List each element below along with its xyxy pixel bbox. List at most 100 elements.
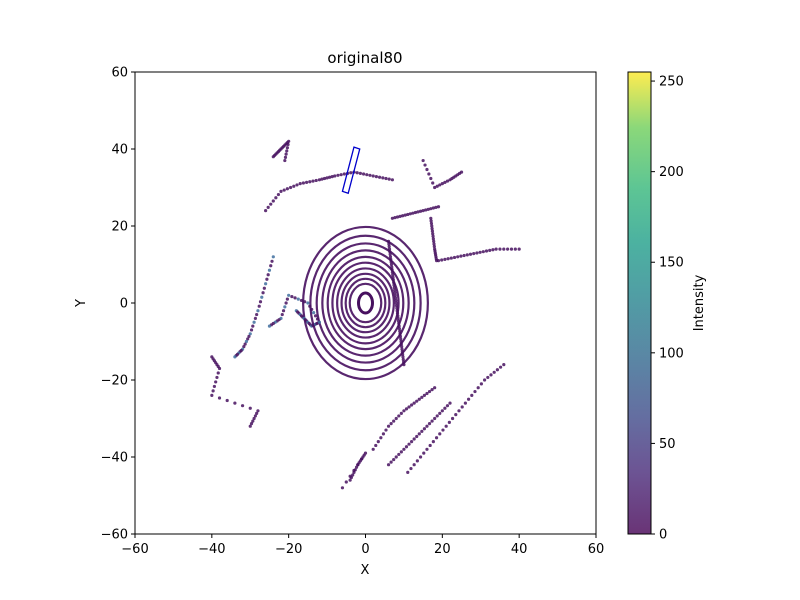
lidar-point — [348, 474, 352, 478]
bounding-box — [341, 146, 361, 195]
lidar-point — [269, 202, 273, 206]
x-tick-label: 60 — [588, 542, 605, 557]
lidar-point — [436, 205, 441, 209]
lidar-point — [443, 257, 447, 261]
lidar-point — [479, 382, 483, 386]
lidar-point — [387, 247, 392, 251]
lidar-point — [371, 447, 375, 451]
lidar-point — [390, 265, 394, 269]
colorbar-gradient — [628, 72, 651, 534]
lidar-point — [435, 414, 439, 418]
lidar-point — [251, 324, 255, 328]
lidar-point — [363, 451, 368, 455]
scan-ring — [344, 277, 387, 329]
lidar-point — [423, 163, 427, 167]
lidar-point — [492, 370, 496, 374]
colorbar: 0 50 100 150 200 250 Intensity — [627, 71, 707, 543]
lidar-point — [266, 273, 270, 277]
lidar-point — [433, 386, 437, 390]
lidar-point — [240, 404, 245, 408]
lidar-point — [252, 320, 256, 324]
colorbar-tick-label: 150 — [659, 256, 684, 271]
lidar-point — [290, 294, 294, 299]
lidar-point — [398, 329, 402, 333]
lidar-point — [393, 291, 397, 295]
lidar-point — [281, 309, 286, 313]
lidar-point — [498, 365, 503, 369]
lidar-point — [433, 416, 437, 421]
lidar-point — [325, 176, 329, 180]
y-tick-label: 20 — [111, 220, 128, 235]
lidar-point — [296, 297, 300, 301]
lidar-point — [407, 405, 411, 409]
lidar-point — [361, 172, 366, 176]
lidar-point — [476, 386, 480, 390]
lidar-point — [397, 321, 401, 326]
lidar-point — [431, 440, 435, 444]
lidar-point — [387, 244, 391, 249]
lidar-point — [440, 409, 444, 413]
lidar-point — [311, 179, 315, 183]
lidar-point — [488, 248, 492, 252]
lidar-point — [425, 447, 429, 451]
lidar-point — [502, 247, 506, 251]
lidar-point — [299, 298, 304, 303]
lidar-point — [348, 478, 352, 482]
scan-ring — [340, 272, 391, 334]
lidar-point — [365, 173, 369, 177]
lidar-point — [287, 139, 291, 143]
lidar-point — [387, 242, 391, 246]
lidar-point — [429, 221, 434, 226]
lidar-point — [391, 273, 395, 277]
lidar-point — [411, 211, 415, 215]
lidar-point — [502, 363, 506, 367]
lidar-point — [233, 355, 237, 359]
x-tick-label: 20 — [434, 542, 451, 557]
lidar-point — [393, 288, 397, 292]
lidar-point — [422, 451, 426, 455]
y-tick-label: 40 — [111, 143, 128, 158]
lidar-point — [322, 176, 327, 181]
lidar-point — [344, 480, 348, 484]
lidar-point — [417, 397, 421, 401]
lidar-point — [399, 342, 403, 346]
lidar-point — [214, 380, 218, 384]
lidar-point — [389, 422, 393, 426]
lidar-point — [286, 142, 290, 147]
chart-title: original80 — [327, 49, 402, 67]
lidar-point — [465, 253, 469, 257]
lidar-point — [452, 255, 457, 260]
lidar-point — [393, 293, 397, 297]
lidar-point — [422, 393, 427, 397]
lidar-point — [459, 170, 464, 174]
lidar-point — [457, 409, 461, 413]
colorbar-tick-label: 200 — [659, 165, 684, 180]
lidar-point — [399, 411, 403, 415]
lidar-point — [392, 457, 396, 462]
y-axis-label: Y — [74, 299, 89, 308]
lidar-point — [287, 293, 291, 297]
lidar-point — [358, 171, 362, 175]
lidar-point — [478, 250, 482, 254]
lidar-point — [249, 328, 254, 332]
lidar-point — [410, 440, 414, 444]
lidar-point — [342, 172, 346, 176]
lidar-point — [253, 414, 257, 418]
scan-ring — [336, 267, 395, 339]
lidar-point — [216, 371, 220, 375]
lidar-point — [399, 337, 403, 341]
lidar-point — [422, 427, 427, 431]
scan-ring — [331, 261, 400, 345]
lidar-point — [391, 278, 395, 282]
lidar-point — [255, 411, 259, 415]
lidar-point — [295, 183, 299, 187]
y-tick-label: −20 — [101, 374, 128, 389]
lidar-point — [393, 296, 398, 300]
lidar-point — [328, 175, 332, 179]
lidar-point — [434, 205, 438, 209]
lidar-point — [285, 187, 289, 191]
lidar-point — [371, 174, 375, 178]
lidar-point — [248, 424, 252, 428]
lidar-point — [288, 185, 293, 190]
x-tick-label: −40 — [198, 542, 225, 557]
